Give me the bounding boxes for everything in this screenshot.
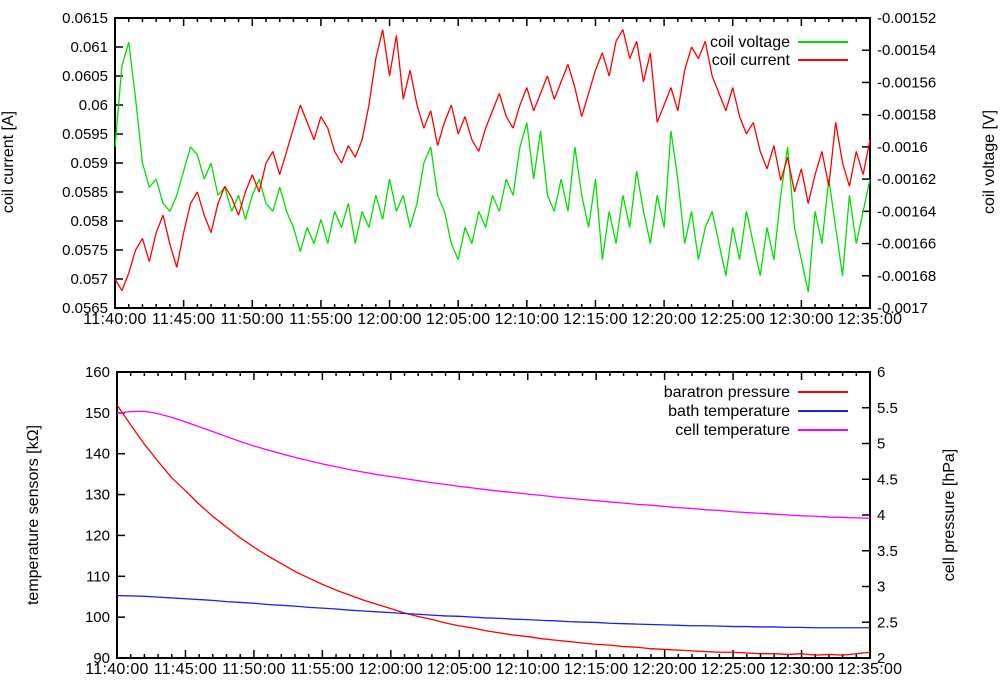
bottom-right-axis-title: cell pressure [hPa] <box>941 448 958 582</box>
y-left-tick-label: 0.0575 <box>62 242 108 259</box>
y-left-tick-label: 160 <box>85 364 110 381</box>
y-left-tick-label: 0.061 <box>70 39 108 56</box>
legend-label: bath temperature <box>668 403 790 420</box>
y-left-tick-label: 130 <box>85 487 110 504</box>
y-right-tick-label: 6 <box>877 364 885 381</box>
x-tick-label: 12:35:00 <box>838 661 903 678</box>
coil-current-line <box>114 29 871 291</box>
legend-label: coil current <box>712 52 791 69</box>
legend-label: coil voltage <box>710 34 790 51</box>
y-left-tick-label: 0.06 <box>79 97 108 114</box>
x-tick-label: 12:30:00 <box>769 311 834 328</box>
cell-temperature-line <box>116 410 871 519</box>
x-tick-label: 11:40:00 <box>85 661 149 678</box>
y-left-tick-label: 150 <box>85 405 110 422</box>
bottom-left-axis-title: temperature sensors [kΩ] <box>25 424 42 606</box>
y-right-tick-label: -0.0017 <box>877 300 928 317</box>
y-left-tick-label: 0.0565 <box>62 300 108 317</box>
x-tick-label: 12:35:00 <box>838 311 903 328</box>
y-left-tick-label: 100 <box>85 609 110 626</box>
x-tick-label: 12:10:00 <box>495 661 560 678</box>
baratron-pressure-line <box>116 404 871 656</box>
y-right-tick-label: 5 <box>877 436 885 453</box>
x-tick-label: 11:40:00 <box>83 311 147 328</box>
x-tick-label: 12:15:00 <box>564 661 629 678</box>
y-left-tick-label: 0.0615 <box>62 10 108 27</box>
bath-temperature-line <box>116 594 870 629</box>
top-left-axis-title: coil current [A] <box>0 110 17 214</box>
y-left-tick-label: 0.059 <box>70 155 108 172</box>
x-tick-label: 12:30:00 <box>769 661 834 678</box>
y-left-tick-label: 0.058 <box>70 213 108 230</box>
y-left-tick-label: 140 <box>85 446 110 463</box>
y-right-tick-label: -0.00154 <box>877 42 936 59</box>
top-right-axis-title: coil voltage [V] <box>981 109 998 215</box>
x-tick-label: 12:05:00 <box>426 311 491 328</box>
y-left-tick-label: 0.057 <box>70 271 108 288</box>
y-right-tick-label: 3 <box>877 579 885 596</box>
x-tick-label: 12:20:00 <box>632 311 697 328</box>
x-tick-label: 12:25:00 <box>701 661 766 678</box>
x-tick-label: 11:55:00 <box>291 661 355 678</box>
legend-label: baratron pressure <box>664 384 790 401</box>
y-right-tick-label: -0.00152 <box>877 10 936 27</box>
x-tick-label: 11:50:00 <box>221 311 285 328</box>
x-tick-label: 12:25:00 <box>700 311 765 328</box>
x-tick-label: 11:45:00 <box>154 661 218 678</box>
y-right-tick-label: -0.00156 <box>877 74 936 91</box>
x-tick-label: 12:05:00 <box>427 661 492 678</box>
x-tick-label: 12:00:00 <box>357 311 422 328</box>
y-right-tick-label: -0.00166 <box>877 236 936 253</box>
x-tick-label: 11:45:00 <box>152 311 216 328</box>
x-tick-label: 12:15:00 <box>563 311 628 328</box>
y-right-tick-label: 4.5 <box>877 471 898 488</box>
y-right-tick-label: -0.00168 <box>877 268 936 285</box>
x-tick-label: 12:00:00 <box>358 661 423 678</box>
y-left-tick-label: 90 <box>93 650 110 667</box>
y-left-tick-label: 0.0605 <box>62 68 108 85</box>
y-right-tick-label: 5.5 <box>877 400 898 417</box>
y-right-tick-label: -0.00164 <box>877 203 936 220</box>
y-right-tick-label: 3.5 <box>877 543 898 560</box>
y-left-tick-label: 120 <box>85 527 110 544</box>
x-tick-label: 11:50:00 <box>222 661 286 678</box>
x-tick-label: 12:20:00 <box>632 661 697 678</box>
y-right-tick-label: 2 <box>877 650 885 667</box>
x-tick-label: 12:10:00 <box>494 311 559 328</box>
y-right-tick-label: -0.00162 <box>877 171 936 188</box>
y-right-tick-label: -0.0016 <box>877 139 928 156</box>
y-right-tick-label: -0.00158 <box>877 107 936 124</box>
y-left-tick-label: 0.0595 <box>62 126 108 143</box>
y-right-tick-label: 4 <box>877 507 885 524</box>
y-left-tick-label: 110 <box>86 568 110 585</box>
coil-voltage-line <box>114 41 871 293</box>
y-left-tick-label: 0.0585 <box>62 184 108 201</box>
x-tick-label: 11:55:00 <box>289 311 353 328</box>
legend-label: cell temperature <box>675 422 790 439</box>
y-right-tick-label: 2.5 <box>877 614 898 631</box>
